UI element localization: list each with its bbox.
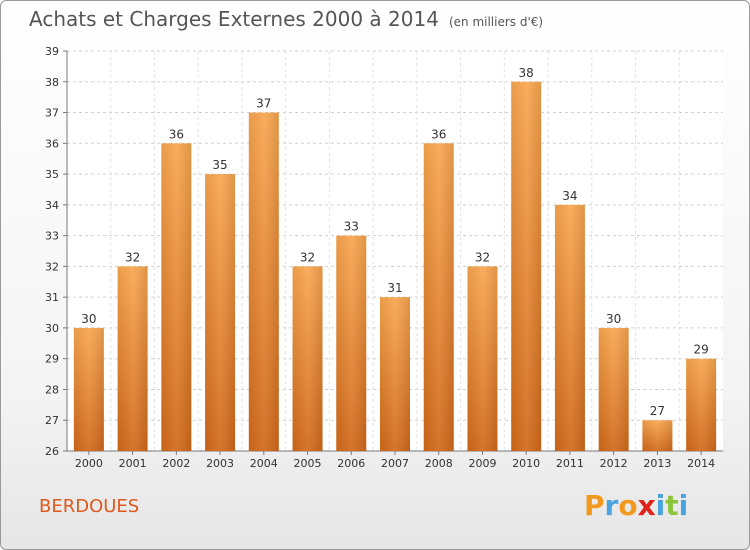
y-tick-label: 33 bbox=[45, 230, 59, 243]
value-label: 32 bbox=[300, 250, 315, 264]
bar-shade bbox=[380, 297, 410, 451]
x-tick-label: 2014 bbox=[687, 457, 715, 470]
y-tick-label: 31 bbox=[45, 291, 59, 304]
logo-letter: o bbox=[618, 489, 638, 522]
value-label: 30 bbox=[606, 312, 621, 326]
x-tick-label: 2008 bbox=[425, 457, 453, 470]
value-label: 32 bbox=[475, 250, 490, 264]
logo-letter: t bbox=[665, 489, 679, 522]
value-label: 30 bbox=[81, 312, 96, 326]
x-tick-label: 2012 bbox=[600, 457, 628, 470]
x-tick-label: 2001 bbox=[119, 457, 147, 470]
x-tick-label: 2007 bbox=[381, 457, 409, 470]
bar-shade bbox=[598, 327, 629, 451]
value-label: 36 bbox=[169, 127, 184, 141]
y-tick-label: 36 bbox=[45, 137, 59, 150]
proxiti-logo: Proxiti bbox=[584, 489, 688, 522]
value-label: 36 bbox=[431, 127, 446, 141]
bar-shade bbox=[686, 358, 717, 451]
value-label: 37 bbox=[256, 97, 271, 111]
value-label: 34 bbox=[562, 189, 577, 203]
bar-shade bbox=[292, 266, 323, 451]
y-tick-label: 29 bbox=[45, 353, 59, 366]
bar-shade bbox=[161, 143, 192, 452]
bar-shade bbox=[73, 327, 104, 451]
x-tick-label: 2005 bbox=[294, 457, 322, 470]
x-tick-label: 2009 bbox=[468, 457, 496, 470]
value-label: 38 bbox=[519, 66, 534, 80]
x-tick-label: 2002 bbox=[162, 457, 190, 470]
x-tick-label: 2000 bbox=[75, 457, 103, 470]
value-label: 33 bbox=[344, 220, 359, 234]
bars bbox=[73, 81, 717, 452]
bar-shade bbox=[117, 266, 148, 451]
x-tick-label: 2004 bbox=[250, 457, 278, 470]
y-tick-label: 26 bbox=[45, 445, 59, 458]
x-tick-label: 2013 bbox=[643, 457, 671, 470]
x-tick-label: 2006 bbox=[337, 457, 365, 470]
y-tick-label: 37 bbox=[45, 107, 59, 120]
y-tick-label: 39 bbox=[45, 45, 59, 58]
bar-shade bbox=[467, 266, 498, 451]
chart-title: Achats et Charges Externes 2000 à 2014 (e… bbox=[29, 7, 544, 31]
logo-letter: P bbox=[584, 489, 605, 522]
y-tick-label: 28 bbox=[45, 383, 59, 396]
x-tick-label: 2011 bbox=[556, 457, 584, 470]
bar-shade bbox=[642, 420, 673, 451]
logo-letter: i bbox=[655, 489, 666, 522]
value-label: 32 bbox=[125, 250, 140, 264]
y-tick-label: 27 bbox=[45, 414, 59, 427]
value-label: 29 bbox=[693, 343, 708, 357]
bar-shade bbox=[336, 235, 367, 451]
bar-shade bbox=[554, 204, 585, 451]
y-tick-label: 30 bbox=[45, 322, 59, 335]
x-tick-label: 2010 bbox=[512, 457, 540, 470]
logo-letter: x bbox=[637, 489, 656, 522]
value-label: 35 bbox=[212, 158, 227, 172]
town-name: BERDOUES bbox=[39, 496, 140, 517]
labels: 30 32 36 35 37 32 33 31 36 32 38 34 30 27 29 bbox=[81, 66, 709, 418]
value-label: 31 bbox=[387, 281, 402, 295]
value-label: 27 bbox=[650, 404, 665, 418]
bar-shade bbox=[205, 174, 236, 452]
y-tick-label: 35 bbox=[45, 168, 59, 181]
y-tick-label: 34 bbox=[45, 199, 59, 212]
logo-letter: i bbox=[678, 489, 689, 522]
y-tick-label: 32 bbox=[45, 260, 59, 273]
logo-letter: r bbox=[604, 489, 619, 522]
bar-shade bbox=[511, 81, 542, 452]
chart-subtitle: (en milliers d'€) bbox=[448, 15, 544, 29]
bar-shade bbox=[423, 143, 454, 452]
y-tick-label: 38 bbox=[45, 76, 59, 89]
bar-shade bbox=[248, 112, 279, 452]
x-tick-label: 2003 bbox=[206, 457, 234, 470]
